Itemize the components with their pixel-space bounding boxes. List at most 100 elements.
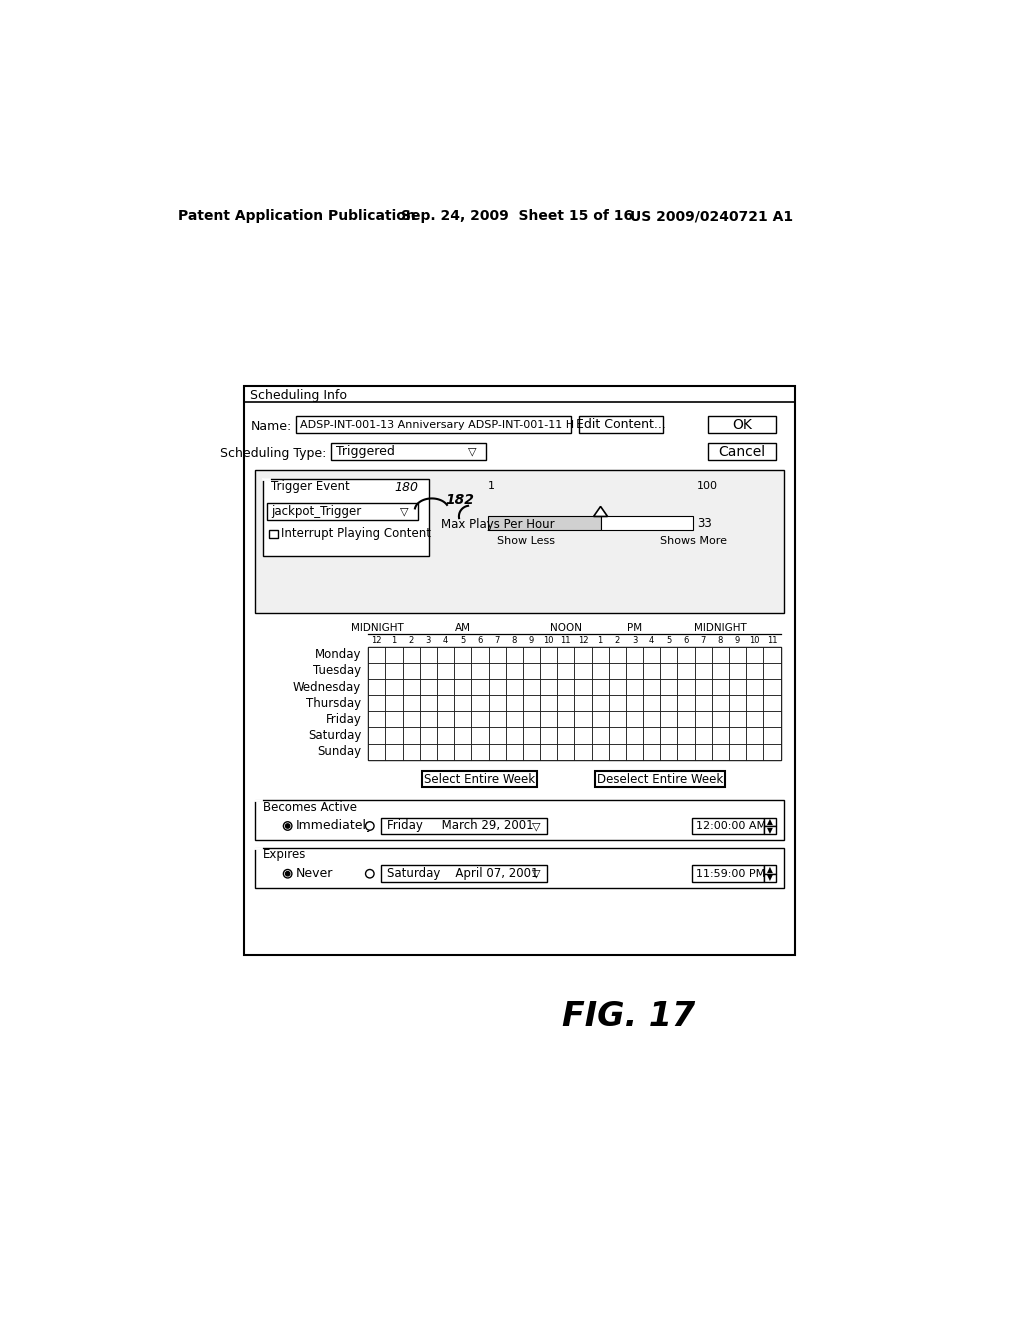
Bar (746, 678, 763, 696)
Text: 11:59:00 PM: 11:59:00 PM (696, 869, 765, 879)
Bar (385, 696, 402, 711)
Text: Shows More: Shows More (660, 536, 727, 546)
Text: 182: 182 (445, 492, 474, 507)
Bar (729, 743, 746, 760)
Bar (506, 727, 523, 743)
Bar (506, 647, 523, 663)
Bar (369, 663, 385, 678)
Bar (608, 711, 626, 727)
Bar (471, 647, 488, 663)
Circle shape (284, 870, 292, 878)
Bar (712, 711, 729, 727)
Bar (420, 647, 437, 663)
Bar (592, 678, 608, 696)
Bar (557, 743, 574, 760)
Bar (694, 647, 712, 663)
Bar (369, 678, 385, 696)
Bar (385, 727, 402, 743)
Bar (746, 647, 763, 663)
Bar (455, 743, 471, 760)
Text: AM: AM (455, 623, 471, 634)
Bar (487, 516, 600, 531)
Bar (746, 743, 763, 760)
Bar (694, 663, 712, 678)
Text: Thursday: Thursday (306, 697, 361, 710)
Text: 11: 11 (560, 636, 571, 645)
Text: 9: 9 (735, 636, 740, 645)
Bar (402, 743, 420, 760)
Text: Edit Content...: Edit Content... (575, 418, 666, 432)
Bar (660, 678, 678, 696)
Bar (557, 696, 574, 711)
Bar (266, 503, 418, 520)
Text: Scheduling Type:: Scheduling Type: (220, 446, 327, 459)
Bar (595, 771, 725, 788)
Text: 3: 3 (632, 636, 637, 645)
Text: 3: 3 (426, 636, 431, 645)
Bar (331, 444, 486, 461)
Text: FIG. 17: FIG. 17 (562, 1001, 695, 1034)
Bar (540, 696, 557, 711)
Bar (455, 678, 471, 696)
Bar (660, 696, 678, 711)
Bar (643, 711, 660, 727)
Bar (381, 866, 547, 882)
Bar (678, 711, 694, 727)
Text: 5: 5 (667, 636, 672, 645)
Bar (488, 647, 506, 663)
Bar (746, 696, 763, 711)
Bar (455, 696, 471, 711)
Bar (471, 727, 488, 743)
Bar (402, 711, 420, 727)
Bar (763, 678, 780, 696)
Bar (385, 743, 402, 760)
Bar (608, 727, 626, 743)
Bar (557, 663, 574, 678)
Bar (643, 647, 660, 663)
Text: Max Plays Per Hour: Max Plays Per Hour (441, 517, 555, 531)
Bar (643, 727, 660, 743)
Bar (764, 817, 776, 826)
Text: OK: OK (732, 418, 752, 432)
Bar (420, 678, 437, 696)
Text: 4: 4 (649, 636, 654, 645)
Bar (678, 678, 694, 696)
Bar (608, 696, 626, 711)
Text: 9: 9 (528, 636, 535, 645)
Bar (455, 711, 471, 727)
Bar (608, 678, 626, 696)
Text: 7: 7 (700, 636, 706, 645)
Text: 2: 2 (409, 636, 414, 645)
Bar (437, 743, 455, 760)
Bar (729, 696, 746, 711)
Bar (729, 647, 746, 663)
Text: 7: 7 (495, 636, 500, 645)
Text: 6: 6 (683, 636, 689, 645)
Bar (402, 647, 420, 663)
Bar (600, 516, 693, 531)
Bar (523, 678, 540, 696)
Bar (488, 727, 506, 743)
Text: Immediately: Immediately (295, 820, 374, 833)
Bar (643, 663, 660, 678)
Bar (643, 696, 660, 711)
Text: Monday: Monday (314, 648, 361, 661)
Text: ▲: ▲ (767, 817, 773, 826)
Text: 1: 1 (598, 636, 603, 645)
Bar (694, 711, 712, 727)
Bar (626, 696, 643, 711)
Bar (712, 696, 729, 711)
Bar (763, 727, 780, 743)
Bar (523, 663, 540, 678)
Bar (763, 696, 780, 711)
Bar (678, 663, 694, 678)
Text: Becomes Active: Becomes Active (263, 800, 356, 813)
Bar (574, 663, 592, 678)
Bar (694, 727, 712, 743)
Bar (540, 678, 557, 696)
Bar (420, 711, 437, 727)
Bar (255, 470, 783, 612)
Bar (471, 711, 488, 727)
Bar (369, 743, 385, 760)
Bar (471, 663, 488, 678)
